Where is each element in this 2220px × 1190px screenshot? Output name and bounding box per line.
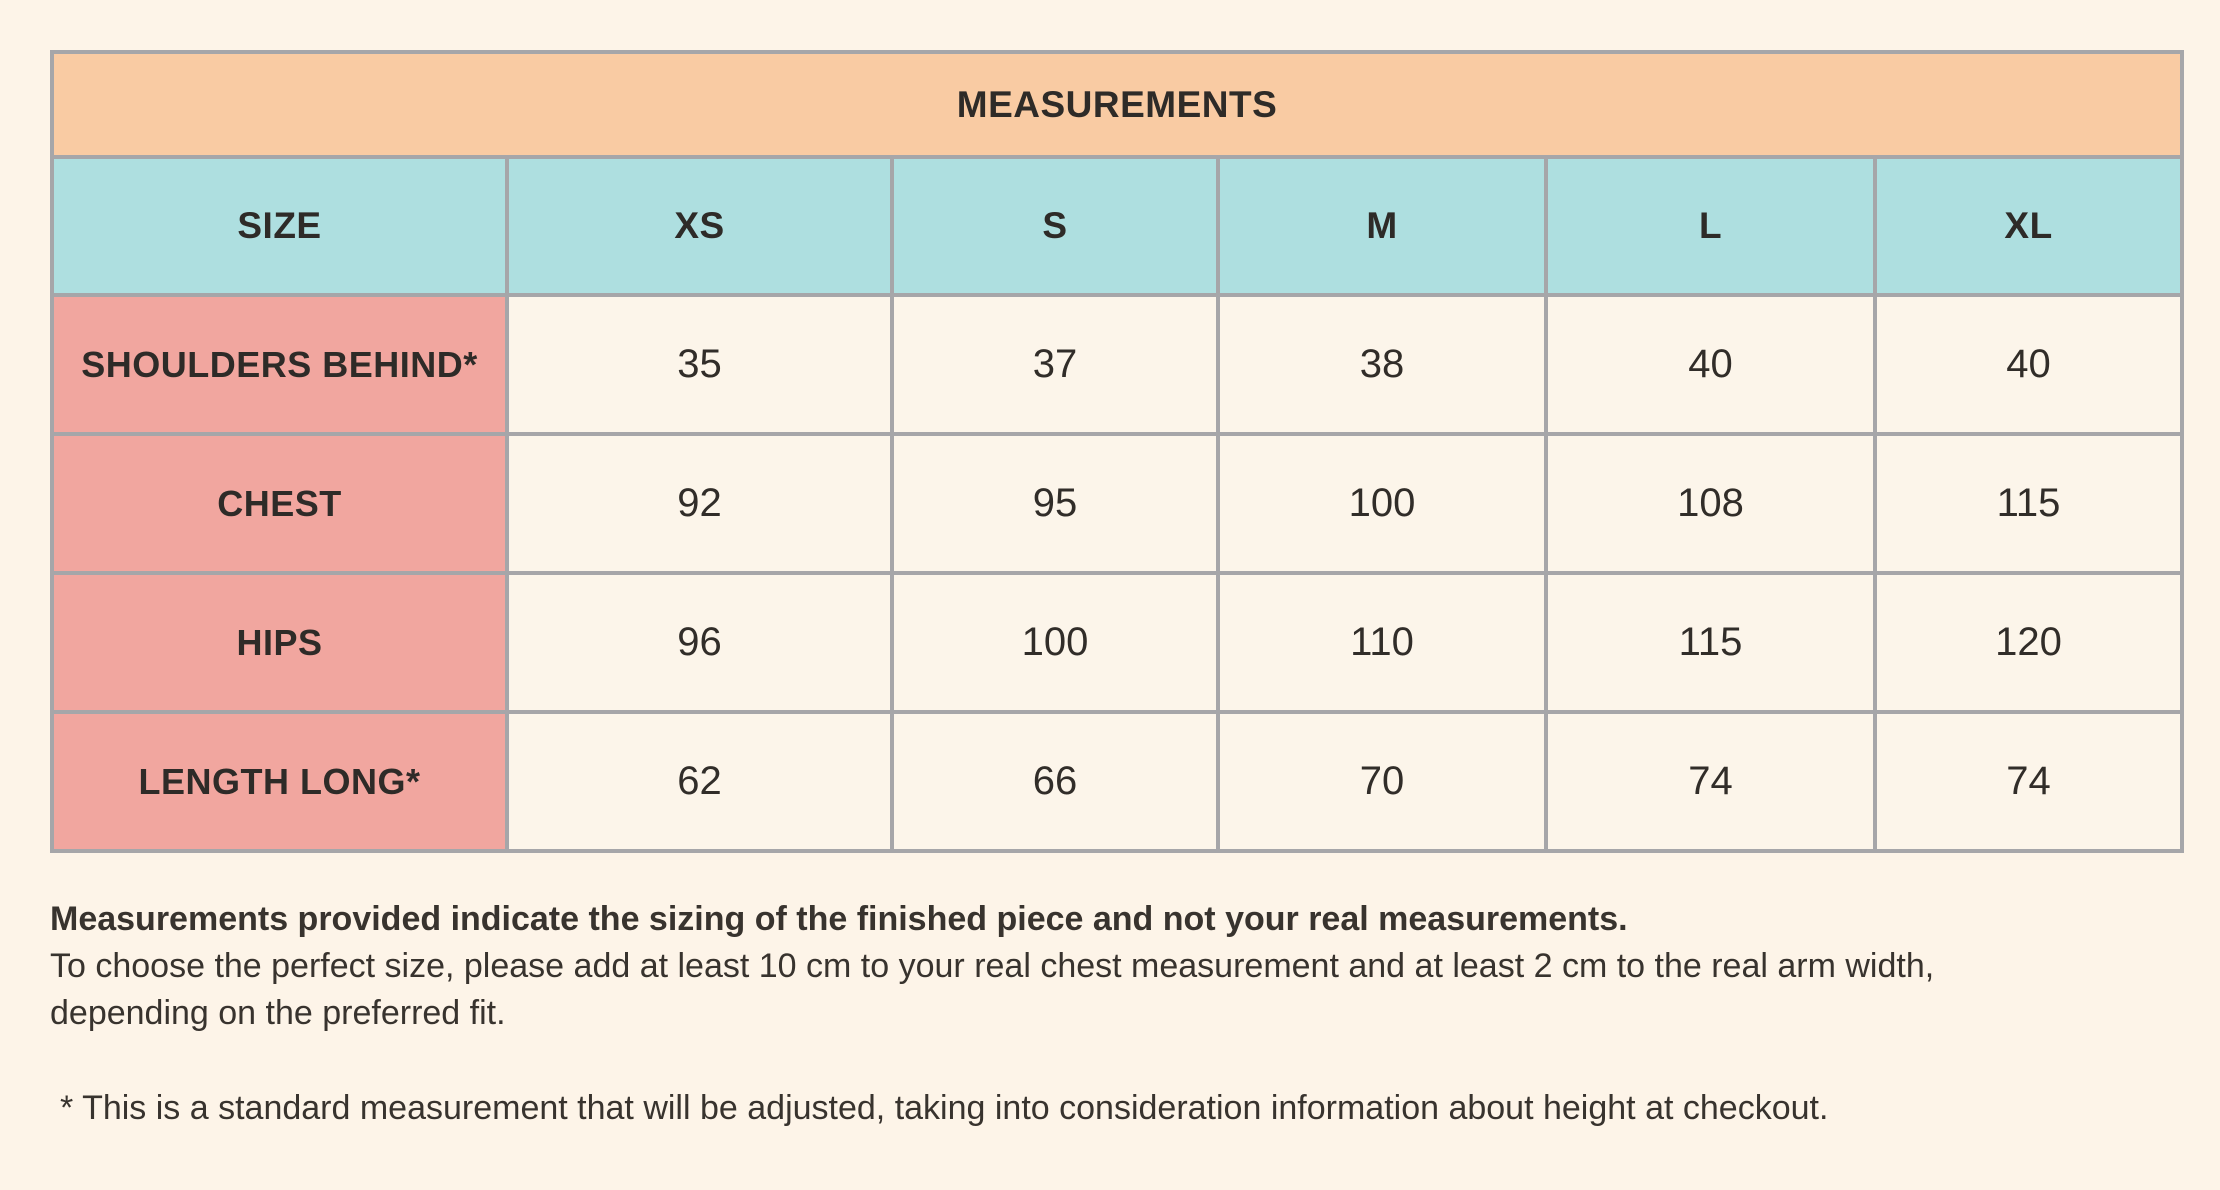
cell-length-s: 66 xyxy=(890,710,1220,853)
sizing-note-body: To choose the perfect size, please add a… xyxy=(50,947,1935,1032)
cell-hips-s: 100 xyxy=(890,571,1220,714)
col-header-xl: XL xyxy=(1872,155,2185,297)
col-header-xs: XS xyxy=(505,155,894,297)
cell-chest-l: 108 xyxy=(1544,432,1877,575)
sizing-note-lead: Measurements provided indicate the sizin… xyxy=(50,900,1628,938)
cell-hips-xl: 120 xyxy=(1872,571,2185,714)
table-title-row: MEASUREMENTS xyxy=(49,50,2185,159)
col-header-s: S xyxy=(890,155,1220,297)
table-title: MEASUREMENTS xyxy=(49,50,2185,159)
cell-length-l: 74 xyxy=(1544,710,1877,853)
cell-shoulders-l: 40 xyxy=(1544,293,1877,436)
size-header-row: SIZE XS S M L XL xyxy=(50,155,2185,297)
sizing-note-asterisk: * This is a standard measurement that wi… xyxy=(60,1089,1829,1127)
cell-length-xs: 62 xyxy=(505,710,894,853)
table-row-chest: CHEST 92 95 100 108 115 xyxy=(50,432,2185,575)
cell-chest-xl: 115 xyxy=(1872,432,2185,575)
size-chart: MEASUREMENTS SIZE XS S M L XL SHOULDERS … xyxy=(49,50,2185,853)
table-row-hips: HIPS 96 100 110 115 120 xyxy=(50,571,2185,714)
col-header-l: L xyxy=(1544,155,1877,297)
row-label-shoulders: SHOULDERS BEHIND* xyxy=(50,293,509,436)
cell-hips-l: 115 xyxy=(1544,571,1877,714)
cell-chest-xs: 92 xyxy=(505,432,894,575)
row-label-chest: CHEST xyxy=(50,432,509,575)
sizing-notes: Measurements provided indicate the sizin… xyxy=(50,896,2180,1132)
cell-shoulders-xs: 35 xyxy=(505,293,894,436)
col-header-size: SIZE xyxy=(50,155,509,297)
row-label-length: LENGTH LONG* xyxy=(50,710,509,853)
cell-chest-m: 100 xyxy=(1216,432,1548,575)
cell-shoulders-xl: 40 xyxy=(1872,293,2185,436)
col-header-m: M xyxy=(1216,155,1548,297)
cell-chest-s: 95 xyxy=(890,432,1220,575)
cell-length-m: 70 xyxy=(1216,710,1548,853)
cell-shoulders-m: 38 xyxy=(1216,293,1548,436)
cell-hips-m: 110 xyxy=(1216,571,1548,714)
measurements-table: MEASUREMENTS SIZE XS S M L XL SHOULDERS … xyxy=(49,50,2185,853)
cell-hips-xs: 96 xyxy=(505,571,894,714)
cell-length-xl: 74 xyxy=(1872,710,2185,853)
table-row-length: LENGTH LONG* 62 66 70 74 74 xyxy=(50,710,2185,853)
table-row-shoulders: SHOULDERS BEHIND* 35 37 38 40 40 xyxy=(50,293,2185,436)
cell-shoulders-s: 37 xyxy=(890,293,1220,436)
row-label-hips: HIPS xyxy=(50,571,509,714)
